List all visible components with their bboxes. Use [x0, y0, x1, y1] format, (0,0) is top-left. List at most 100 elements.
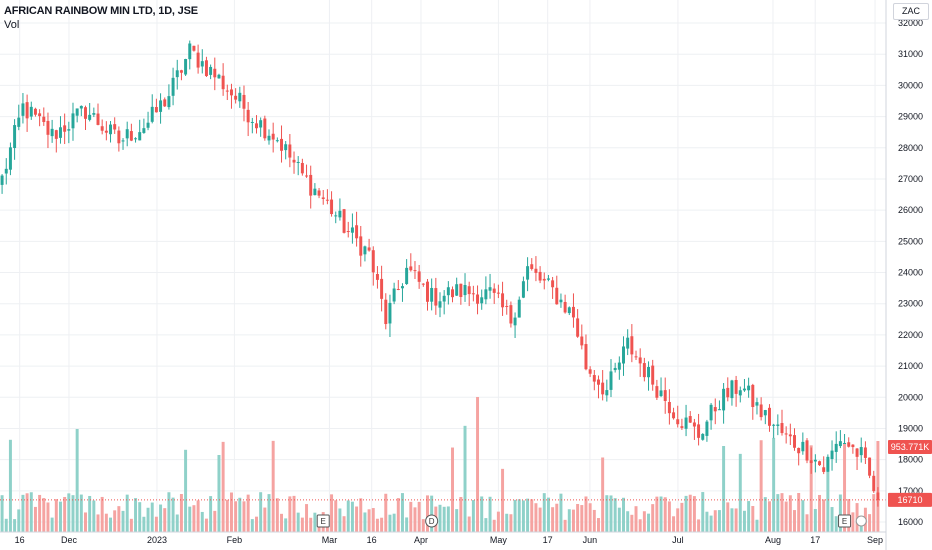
- time-axis[interactable]: 16 Dec 2023 Feb Mar 16 Apr May 17 Jun Jul Aug 17 Sep: [15, 535, 883, 545]
- volume-bar: [563, 519, 567, 532]
- volume-bar: [755, 519, 759, 532]
- volume-bar: [484, 518, 488, 532]
- candle-body: [609, 371, 613, 390]
- event-marker-label: E: [842, 517, 847, 526]
- candle-body: [317, 190, 321, 196]
- volume-bar: [492, 519, 496, 532]
- volume-bar: [446, 506, 450, 532]
- candle-body: [96, 113, 100, 125]
- volume-bar: [0, 495, 4, 532]
- volume-bar: [196, 500, 200, 532]
- volume-bar: [797, 492, 801, 532]
- candle-body: [163, 99, 167, 107]
- candle-body: [872, 475, 876, 492]
- earnings-marker[interactable]: [316, 514, 330, 528]
- candle-body: [684, 417, 688, 429]
- volume-bar: [455, 509, 459, 532]
- volume-bar: [834, 516, 838, 532]
- candle-body: [146, 122, 150, 128]
- volume-bar: [388, 514, 392, 532]
- volume-bar: [342, 516, 346, 532]
- candle-body: [380, 278, 384, 299]
- time-tick-label: May: [490, 535, 508, 545]
- volume-bar: [334, 500, 338, 532]
- volume-bar: [776, 494, 780, 532]
- candle-body: [567, 307, 571, 314]
- volume-bar: [179, 493, 183, 532]
- volume-bar: [250, 519, 254, 532]
- volume-bar: [567, 509, 571, 532]
- candle-body: [613, 367, 617, 371]
- candle-body: [50, 128, 54, 137]
- candle-body: [476, 294, 480, 304]
- volume-bar: [263, 507, 267, 532]
- earnings-marker[interactable]: [838, 514, 852, 528]
- volume-bar: [588, 503, 592, 532]
- volume-bar: [622, 497, 625, 532]
- volume-bar: [367, 509, 371, 532]
- candle-body: [250, 121, 254, 123]
- event-marker-label: D: [429, 517, 435, 526]
- volume-bar: [813, 508, 817, 532]
- volume-bar: [655, 496, 659, 532]
- dividend-marker[interactable]: [425, 514, 439, 528]
- volume-bar: [784, 501, 788, 532]
- volume-bar: [738, 453, 742, 532]
- candle-body: [592, 375, 596, 382]
- volume-bar: [246, 494, 250, 532]
- volume-bar: [400, 493, 404, 532]
- candle-body: [67, 129, 71, 131]
- time-tick-label: Dec: [61, 535, 78, 545]
- volume-bar: [234, 501, 238, 532]
- volume-bar: [868, 514, 872, 532]
- volume-bar: [371, 508, 375, 532]
- candle-body: [426, 281, 429, 302]
- candle-body: [229, 89, 233, 96]
- volume-bar: [605, 495, 609, 532]
- volume-indicator-label[interactable]: Vol: [4, 19, 20, 31]
- candle-body: [42, 116, 46, 123]
- volume-bar: [259, 492, 263, 532]
- volume-bar: [396, 498, 400, 532]
- candle-body: [534, 268, 538, 273]
- time-tick-label: 2023: [147, 535, 167, 545]
- candle-body: [784, 433, 788, 435]
- candle-body: [551, 280, 555, 288]
- volume-bar: [542, 493, 546, 532]
- volume-bar: [217, 454, 221, 532]
- candle-body: [263, 118, 267, 139]
- candle-body: [626, 337, 630, 349]
- volume-bar: [284, 518, 288, 532]
- candle-body: [726, 387, 730, 398]
- symbol-title[interactable]: AFRICAN RAINBOW MIN LTD, 1D, JSE: [4, 5, 198, 17]
- candle-body: [542, 278, 546, 281]
- candle-body: [8, 147, 12, 170]
- candle-body: [513, 317, 517, 326]
- price-axis[interactable]: 16000 17000 18000 19000 20000 21000 22000 23000…: [898, 18, 923, 527]
- volume-bar: [634, 506, 638, 532]
- currency-button[interactable]: ZAC: [893, 3, 929, 20]
- candle-body: [259, 120, 263, 128]
- candle-body: [709, 404, 713, 421]
- volume-bar: [79, 494, 83, 532]
- price-tick-label: 22000: [898, 330, 923, 340]
- price-tick-label: 20000: [898, 392, 923, 402]
- candle-body: [446, 287, 450, 296]
- volume-bar: [392, 513, 396, 532]
- volume-bar: [200, 511, 204, 532]
- candle-body: [692, 422, 696, 427]
- volume-bar: [271, 440, 275, 532]
- candle-body: [288, 144, 292, 158]
- candle-body: [697, 424, 701, 438]
- candle-body: [417, 271, 421, 282]
- candle-body: [63, 125, 67, 132]
- price-tick-label: 18000: [898, 455, 923, 465]
- candle-body: [647, 366, 651, 378]
- volume-bar: [63, 496, 67, 532]
- candle-body: [546, 278, 550, 280]
- volume-bar: [617, 507, 621, 532]
- candle-body: [834, 443, 838, 452]
- volume-bar: [359, 498, 363, 532]
